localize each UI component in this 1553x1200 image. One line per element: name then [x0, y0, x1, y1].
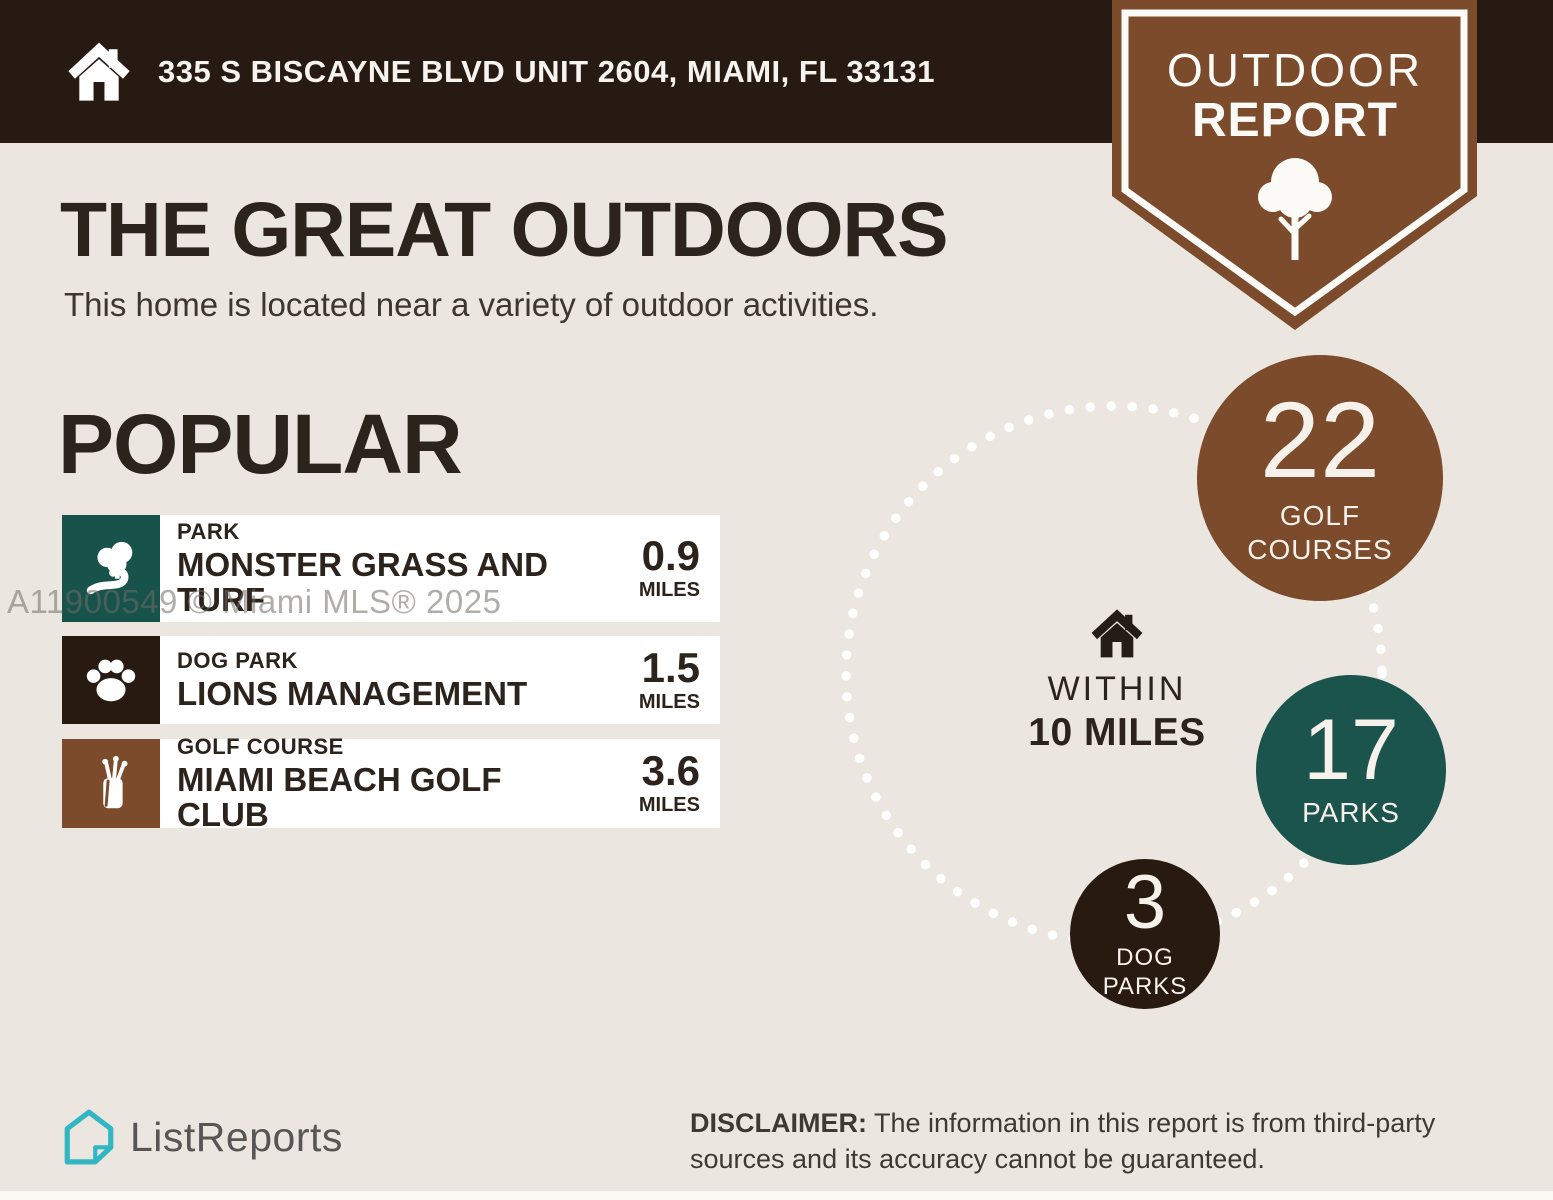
home-icon: [1091, 609, 1143, 658]
item-distance: 1.5 MILES: [602, 636, 720, 724]
badge-title-line2: REPORT: [1192, 94, 1398, 147]
item-distance: 3.6 MILES: [602, 739, 720, 828]
list-item-text: GOLF COURSE MIAMI BEACH GOLF CLUB: [160, 734, 602, 832]
home-icon: [68, 42, 130, 101]
distance-value: 1.5: [641, 643, 700, 691]
list-item-park: PARK MONSTER GRASS AND TURF 0.9 MILES: [62, 515, 720, 622]
stat-label: PARKS: [1302, 796, 1400, 828]
stat-golf-courses: 22 GOLF COURSES: [1197, 355, 1443, 601]
page-title: THE GREAT OUTDOORS: [60, 187, 948, 273]
park-icon: [62, 515, 160, 622]
item-name: MONSTER GRASS AND TURF: [177, 546, 548, 618]
disclaimer-label: DISCLAIMER:: [690, 1108, 867, 1138]
disclaimer: DISCLAIMER: The information in this repo…: [690, 1106, 1508, 1178]
item-distance: 0.9 MILES: [602, 515, 720, 622]
stat-dog-parks: 3 DOG PARKS: [1070, 859, 1220, 1009]
list-item-text: DOG PARK LIONS MANAGEMENT: [160, 636, 602, 724]
stat-value: 17: [1303, 702, 1399, 799]
listreports-logo-icon: [64, 1109, 114, 1165]
bottom-edge-strip: [0, 1191, 1553, 1200]
item-category: PARK: [177, 519, 240, 545]
outdoor-report-badge: OUTDOOR REPORT: [1112, 0, 1477, 330]
radius-center: WITHIN 10 MILES: [1017, 604, 1217, 755]
within-miles: 10 MILES: [1028, 711, 1206, 754]
item-name: MIAMI BEACH GOLF CLUB: [177, 761, 502, 833]
popular-heading: POPULAR: [58, 397, 463, 491]
property-address: 335 S BISCAYNE BLVD UNIT 2604, MIAMI, FL…: [158, 53, 936, 89]
tree-icon: [1258, 158, 1332, 260]
distance-unit: MILES: [638, 579, 700, 601]
stat-label: GOLF COURSES: [1247, 500, 1393, 566]
badge-title-line1: OUTDOOR: [1167, 44, 1423, 96]
distance-value: 0.9: [641, 532, 700, 579]
within-label: WITHIN: [1047, 670, 1187, 708]
mls-watermark: A11900549 © Miami MLS® 2025: [7, 583, 502, 620]
stat-parks: 17 PARKS: [1256, 675, 1446, 865]
disclaimer-text: The information in this report is from t…: [690, 1108, 1436, 1174]
distance-unit: MILES: [638, 690, 700, 713]
list-item-dog-park: DOG PARK LIONS MANAGEMENT 1.5 MILES: [62, 636, 720, 724]
listreports-logo: ListReports: [62, 1108, 343, 1166]
distance-value: 3.6: [641, 747, 700, 794]
item-category: DOG PARK: [177, 648, 298, 674]
brand-name: ListReports: [130, 1113, 343, 1160]
popular-list: PARK MONSTER GRASS AND TURF 0.9 MILES: [62, 515, 720, 843]
stat-value: 22: [1259, 378, 1381, 500]
golf-bag-icon: [62, 739, 160, 828]
badge-border: [1121, 9, 1468, 317]
paw-icon: [62, 636, 160, 724]
item-category: GOLF COURSE: [177, 734, 344, 760]
list-item-text: PARK MONSTER GRASS AND TURF: [160, 515, 602, 622]
item-name: LIONS MANAGEMENT: [177, 675, 528, 713]
page-subtitle: This home is located near a variety of o…: [64, 286, 879, 323]
stat-label: DOG PARKS: [1102, 943, 1188, 1001]
stat-value: 3: [1123, 859, 1167, 945]
list-item-golf-course: GOLF COURSE MIAMI BEACH GOLF CLUB 3.6 MI…: [62, 734, 720, 832]
distance-unit: MILES: [638, 794, 700, 816]
